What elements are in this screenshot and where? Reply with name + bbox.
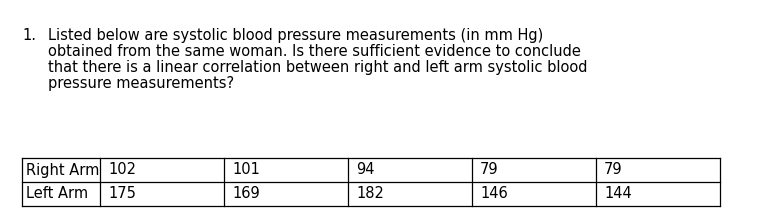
Text: Listed below are systolic blood pressure measurements (in mm Hg): Listed below are systolic blood pressure… (48, 28, 543, 43)
Text: Right Arm: Right Arm (26, 162, 99, 177)
Text: 144: 144 (604, 187, 632, 202)
Text: 1.: 1. (22, 28, 36, 43)
Text: 169: 169 (232, 187, 260, 202)
Text: obtained from the same woman. Is there sufficient evidence to conclude: obtained from the same woman. Is there s… (48, 44, 580, 59)
Text: Left Arm: Left Arm (26, 187, 88, 202)
Text: pressure measurements?: pressure measurements? (48, 76, 234, 91)
Text: 182: 182 (356, 187, 384, 202)
Text: 79: 79 (604, 162, 622, 177)
Text: 175: 175 (108, 187, 136, 202)
Text: that there is a linear correlation between right and left arm systolic blood: that there is a linear correlation betwe… (48, 60, 587, 75)
Text: 94: 94 (356, 162, 375, 177)
Text: 146: 146 (480, 187, 508, 202)
Text: 102: 102 (108, 162, 136, 177)
Text: 101: 101 (232, 162, 260, 177)
Text: 79: 79 (480, 162, 498, 177)
